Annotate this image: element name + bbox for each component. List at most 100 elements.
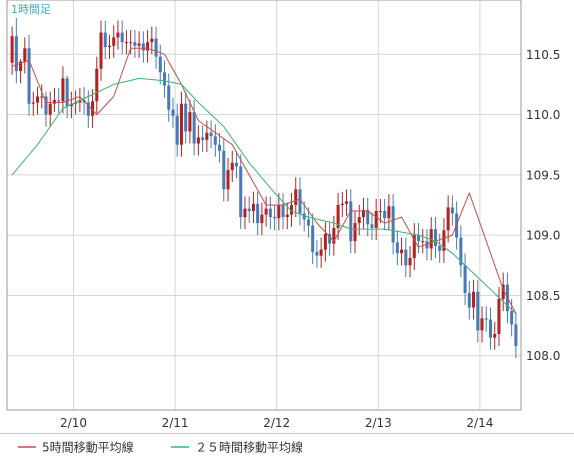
candle-body [306,219,310,226]
candle-up [179,91,183,157]
candle-body [222,150,226,190]
candle-up [112,25,116,58]
candle-body [501,284,505,300]
candle-body [256,203,260,224]
candle-up [277,192,281,231]
candle-down [488,307,493,350]
candlestick-series [10,18,518,359]
candle-body [294,189,298,205]
candle-body [361,209,366,218]
candle-body [387,206,391,219]
candle-up [319,237,323,268]
candle-up [10,26,14,75]
candle-up [91,89,95,128]
candle-body [467,293,471,308]
candle-up [400,237,404,266]
candle-body [374,211,378,228]
candle-up [421,229,425,254]
candle-up [243,196,247,230]
candle-body [357,217,361,224]
candle-up [264,196,268,227]
candle-body [40,96,44,98]
candle-down [234,150,239,179]
candle-up [378,198,382,224]
candle-down [311,213,315,265]
candle-body [345,201,349,204]
candle-body [95,68,99,102]
candle-body [319,249,323,256]
candle-up [357,205,361,236]
candle-up [251,191,255,224]
candle-body [273,217,277,219]
candle-body [289,205,294,215]
candle-down [184,91,188,144]
x-tick-label: 2/12 [263,416,290,430]
candle-body [488,319,493,338]
candle-body [74,102,78,104]
candle-up [31,91,35,116]
y-tick-label: 109.0 [526,229,560,243]
timeframe-label: 1時間足 [11,3,51,16]
candle-down [281,192,285,230]
candle-down [239,154,243,230]
candle-body [129,42,133,44]
y-tick-label: 110.5 [526,48,560,62]
candle-down [14,18,18,84]
candle-body [141,43,145,51]
candle-down [404,237,408,278]
candle-down [484,306,488,332]
candle-down [133,30,137,58]
candle-down [65,75,69,119]
candle-down [425,229,429,261]
candle-down [201,125,205,152]
candle-down [433,217,437,259]
candle-body [171,109,175,116]
candle-body [383,211,387,219]
grid-lines [7,0,521,410]
candle-body [323,233,327,250]
candle-down [154,26,158,69]
candle-up [129,30,133,55]
candle-up [501,272,505,312]
candle-body [400,249,404,254]
candle-body [336,205,340,228]
ma25-line [11,77,517,314]
candle-up [116,20,120,50]
candle-body [353,223,357,242]
candle-down [162,60,167,98]
candle-up [472,279,476,320]
candle-up [289,192,294,227]
candle-up [412,223,416,271]
x-tick-label: 2/13 [365,416,392,430]
candle-body [196,137,200,144]
candle-body [10,36,14,63]
candle-body [23,48,27,62]
candle-down [349,189,353,254]
candle-up [336,192,340,240]
candle-body [52,100,56,104]
candle-down [273,205,277,231]
candle-body [205,132,209,140]
candle-body [311,225,315,253]
candle-body [44,96,48,115]
candle-body [65,78,69,107]
candle-up [294,177,298,218]
candle-body [27,48,31,104]
candle-body [472,291,476,308]
candle-up [23,37,27,74]
candle-body [281,205,285,218]
candle-down [57,88,61,114]
candle-down [370,212,374,240]
candle-down [328,221,332,256]
candle-body [188,112,192,132]
candle-body [209,132,213,137]
candle-body [412,235,416,259]
candle-body [349,201,353,242]
candle-down [476,279,480,343]
candle-body [510,311,514,325]
candle-down [467,280,471,320]
candle-up [205,120,209,152]
candle-body [476,291,480,331]
candle-down [306,207,310,238]
